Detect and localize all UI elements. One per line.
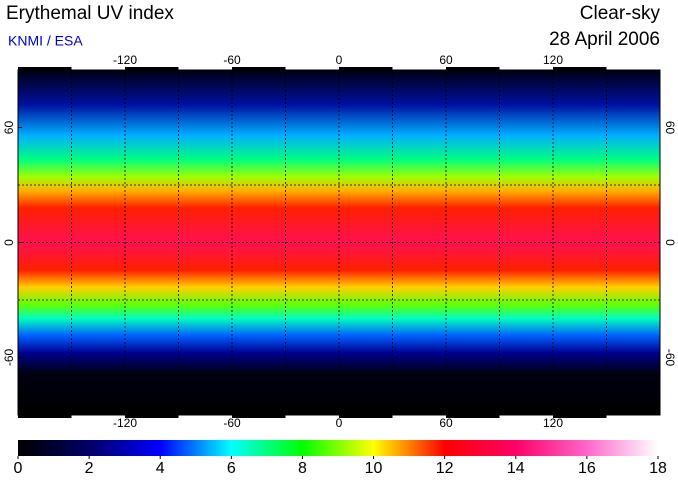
border-segment xyxy=(18,415,72,418)
border-segment xyxy=(606,67,660,70)
border-segment xyxy=(125,415,179,418)
title: Erythemal UV index xyxy=(6,3,174,24)
border-segment xyxy=(18,67,72,70)
border-segment xyxy=(71,415,125,418)
lon-label: -60 xyxy=(223,53,241,67)
border-segment xyxy=(499,415,553,418)
lon-label: -120 xyxy=(113,416,137,430)
lon-label: -120 xyxy=(113,53,137,67)
graticule xyxy=(18,67,660,418)
lat-label: 0 xyxy=(663,239,677,246)
lon-label: 60 xyxy=(439,416,453,430)
lon-label: 120 xyxy=(543,416,563,430)
colorbar-label: 12 xyxy=(436,460,454,477)
border-segment xyxy=(446,67,500,70)
lon-label: 0 xyxy=(336,53,343,67)
border-segment xyxy=(178,67,232,70)
lat-label: 60 xyxy=(2,121,16,135)
lon-label: -60 xyxy=(223,416,241,430)
border-segment xyxy=(232,415,286,418)
date: 28 April 2006 xyxy=(549,29,660,50)
colorbar-label: 6 xyxy=(227,460,236,477)
border-segment xyxy=(606,415,660,418)
lat-label: 0 xyxy=(2,239,16,246)
lat-label: 60 xyxy=(663,121,677,135)
border-segment xyxy=(446,415,500,418)
colorbar-label: 2 xyxy=(85,460,94,477)
condition: Clear-sky xyxy=(580,3,661,24)
lon-label: 60 xyxy=(439,53,453,67)
border-segment xyxy=(499,67,553,70)
colorbar-label: 18 xyxy=(649,460,667,477)
lat-label: -60 xyxy=(663,349,677,367)
colorbar-label: 10 xyxy=(365,460,383,477)
lon-label: 0 xyxy=(336,416,343,430)
colorbar-label: 0 xyxy=(14,460,23,477)
colorbar-label: 8 xyxy=(298,460,307,477)
border-segment xyxy=(392,67,446,70)
border-segment xyxy=(553,67,607,70)
lon-label: 120 xyxy=(543,53,563,67)
border-segment xyxy=(285,67,339,70)
border-segment xyxy=(339,415,393,418)
source: KNMI / ESA xyxy=(8,33,83,49)
border-segment xyxy=(71,67,125,70)
border-segment xyxy=(178,415,232,418)
border-segment xyxy=(553,415,607,418)
colorbar-label: 16 xyxy=(578,460,596,477)
colorbar-label: 4 xyxy=(156,460,165,477)
border-segment xyxy=(125,67,179,70)
border-segment xyxy=(392,415,446,418)
border-segment xyxy=(232,67,286,70)
border-segment xyxy=(285,415,339,418)
border-segment xyxy=(339,67,393,70)
colorbar xyxy=(18,440,658,456)
lat-label: -60 xyxy=(2,349,16,367)
colorbar-label: 14 xyxy=(507,460,525,477)
